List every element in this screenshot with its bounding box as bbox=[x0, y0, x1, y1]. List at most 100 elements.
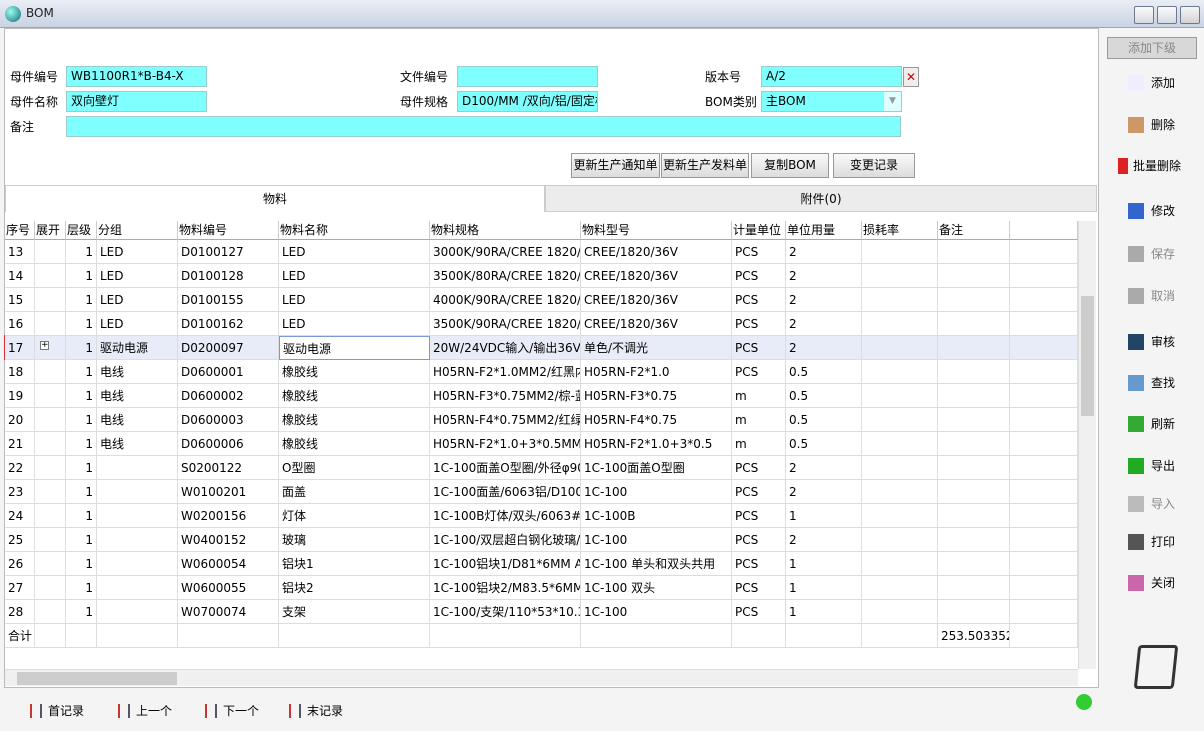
grid-cell bbox=[938, 360, 1010, 384]
app-icon bbox=[5, 6, 21, 22]
nav-button[interactable]: 末记录 bbox=[289, 700, 369, 722]
sidebar-button[interactable]: 打印 bbox=[1128, 531, 1204, 553]
grid-cell bbox=[1010, 504, 1078, 528]
text-input[interactable]: WB1100R1*B-B4-X bbox=[66, 66, 207, 87]
sidebar-button[interactable]: 查找 bbox=[1128, 372, 1204, 394]
sidebar-label: 修改 bbox=[1151, 204, 1176, 218]
dropdown-arrow[interactable]: ▼ bbox=[884, 92, 901, 111]
nav-icon bbox=[118, 704, 130, 718]
nav-button[interactable]: 首记录 bbox=[30, 700, 110, 722]
text-input[interactable]: 双向壁灯 bbox=[66, 91, 207, 112]
grid-cell bbox=[862, 408, 938, 432]
total-cell: 合计 bbox=[5, 624, 35, 648]
action-button[interactable]: 复制BOM bbox=[751, 153, 829, 178]
grid-cell: H05RN-F4*0.75MM2/红绿蓝 bbox=[430, 408, 581, 432]
scroll-thumb[interactable] bbox=[1081, 296, 1094, 416]
sidebar-button[interactable]: 修改 bbox=[1128, 200, 1204, 222]
grid-cell bbox=[862, 360, 938, 384]
grid-cell: 1C-100 bbox=[581, 480, 732, 504]
nav-label: 末记录 bbox=[307, 704, 344, 718]
text-input[interactable]: A/2 bbox=[761, 66, 902, 87]
action-button[interactable]: 变更记录 bbox=[833, 153, 915, 178]
sidebar-icon bbox=[1128, 203, 1144, 219]
sidebar-label: 取消 bbox=[1151, 289, 1176, 303]
action-button[interactable]: 更新生产发料单 bbox=[661, 153, 749, 178]
sidebar-button[interactable]: 删除 bbox=[1128, 114, 1204, 136]
close-window-button[interactable] bbox=[1180, 6, 1200, 24]
grid-cell: LED bbox=[279, 240, 430, 264]
tab[interactable]: 物料 bbox=[5, 185, 545, 212]
grid-cell bbox=[938, 288, 1010, 312]
title-bar: BOM bbox=[0, 0, 1204, 28]
grid-cell bbox=[862, 456, 938, 480]
grid-cell bbox=[938, 312, 1010, 336]
grid-cell: D0200097 bbox=[178, 336, 279, 360]
grid-cell: 电线 bbox=[97, 384, 178, 408]
grid-cell bbox=[938, 480, 1010, 504]
sidebar-icon bbox=[1128, 75, 1144, 91]
grid-cell bbox=[1010, 480, 1078, 504]
grid-cell: 28 bbox=[5, 600, 35, 624]
grid-cell: 1C-100/支架/110*53*10.3 bbox=[430, 600, 581, 624]
nav-icon bbox=[30, 704, 42, 718]
grid-cell: PCS bbox=[732, 480, 786, 504]
horizontal-scrollbar[interactable] bbox=[5, 669, 1078, 686]
sidebar-label: 打印 bbox=[1151, 535, 1176, 549]
text-input[interactable]: D100/MM /双向/铝/固定板 bbox=[457, 91, 598, 112]
grid-cell: 14 bbox=[5, 264, 35, 288]
grid-cell: 1 bbox=[66, 432, 97, 456]
grid-cell: 13 bbox=[5, 240, 35, 264]
grid-cell: 铝块1 bbox=[279, 552, 430, 576]
grid-cell bbox=[938, 552, 1010, 576]
sidebar-button[interactable]: 审核 bbox=[1128, 331, 1204, 353]
grid-cell: 面盖 bbox=[279, 480, 430, 504]
minimize-button[interactable] bbox=[1134, 6, 1154, 24]
grid-cell: 铝块2 bbox=[279, 576, 430, 600]
vertical-scrollbar[interactable] bbox=[1078, 221, 1096, 669]
column-header: 物料型号 bbox=[581, 221, 732, 240]
grid-cell: 2 bbox=[786, 528, 862, 552]
maximize-button[interactable] bbox=[1157, 6, 1177, 24]
grid-cell: D0600003 bbox=[178, 408, 279, 432]
sidebar-button[interactable]: 导出 bbox=[1128, 455, 1204, 477]
total-cell bbox=[430, 624, 581, 648]
scroll-thumb[interactable] bbox=[17, 672, 177, 685]
sidebar-button[interactable]: 关闭 bbox=[1128, 572, 1204, 594]
sidebar-icon bbox=[1128, 246, 1144, 262]
sidebar-icon bbox=[1128, 375, 1144, 391]
grid-cell: H05RN-F3*0.75 bbox=[581, 384, 732, 408]
grid-cell: D0600002 bbox=[178, 384, 279, 408]
grid-cell: 1 bbox=[66, 528, 97, 552]
total-cell bbox=[35, 624, 66, 648]
grid-cell bbox=[97, 552, 178, 576]
grid-cell bbox=[35, 312, 66, 336]
expand-toggle[interactable]: + bbox=[40, 341, 49, 350]
text-input[interactable]: 主BOM bbox=[761, 91, 902, 112]
sidebar-button[interactable]: 批量删除 bbox=[1118, 155, 1204, 177]
grid-cell: 1 bbox=[66, 504, 97, 528]
grid-cell: 17 bbox=[5, 336, 35, 360]
grid-cell: 27 bbox=[5, 576, 35, 600]
sidebar-icon bbox=[1118, 158, 1128, 174]
sidebar-button[interactable]: 添加 bbox=[1128, 72, 1204, 94]
grid-cell: O型圈 bbox=[279, 456, 430, 480]
grid-cell: 1C-100B bbox=[581, 504, 732, 528]
grid-cell: 22 bbox=[5, 456, 35, 480]
grid-cell: LED bbox=[97, 264, 178, 288]
sidebar-button[interactable]: 刷新 bbox=[1128, 413, 1204, 435]
sidebar-icon bbox=[1128, 117, 1144, 133]
grid-cell bbox=[35, 576, 66, 600]
grid-cell: 21 bbox=[5, 432, 35, 456]
nav-button[interactable]: 下一个 bbox=[205, 700, 285, 722]
nav-button[interactable]: 上一个 bbox=[118, 700, 198, 722]
text-input[interactable] bbox=[66, 116, 901, 137]
field-label: 母件名称 bbox=[10, 95, 59, 109]
column-header: 物料名称 bbox=[279, 221, 430, 240]
grid-cell: PCS bbox=[732, 552, 786, 576]
action-button[interactable]: 更新生产通知单 bbox=[571, 153, 660, 178]
total-cell: 253.503352 bbox=[938, 624, 1010, 648]
clear-button[interactable]: ✕ bbox=[903, 67, 919, 87]
grid-cell: W0700074 bbox=[178, 600, 279, 624]
tab[interactable]: 附件(0) bbox=[545, 185, 1097, 212]
text-input[interactable] bbox=[457, 66, 598, 87]
